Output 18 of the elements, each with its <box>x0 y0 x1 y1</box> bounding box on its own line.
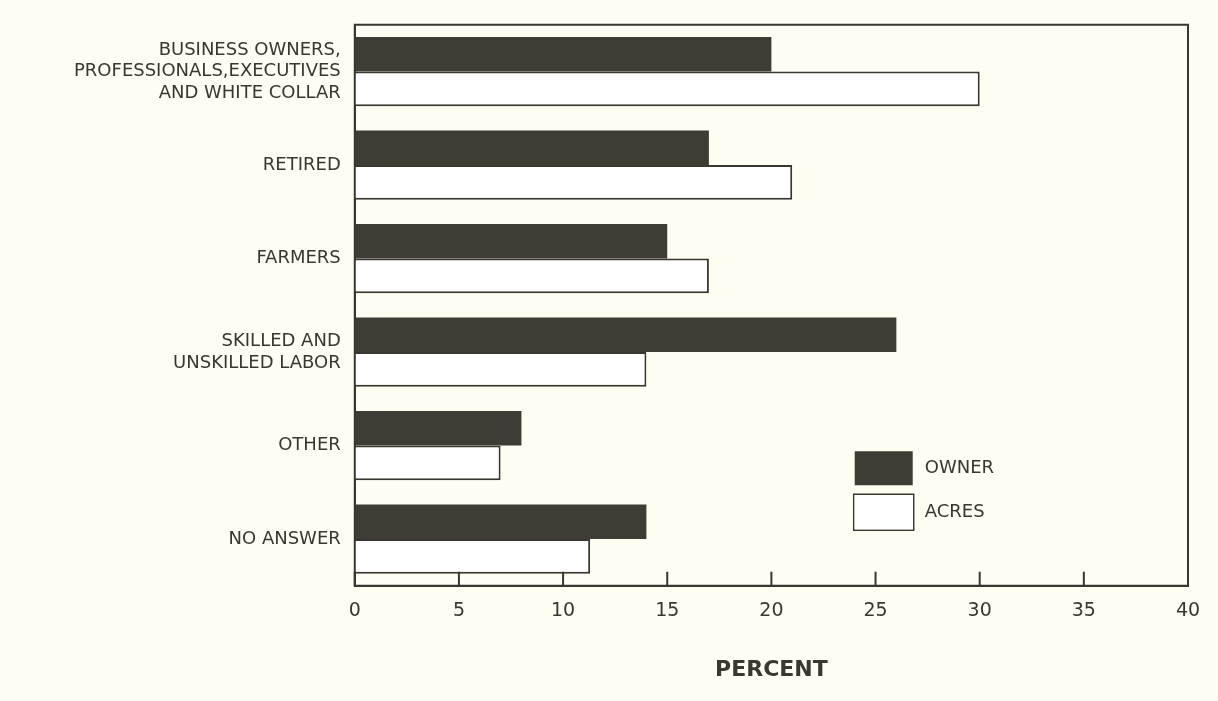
legend-label: OWNER <box>924 455 995 477</box>
x-tick-label: 10 <box>550 598 576 621</box>
legend-label: ACRES <box>924 499 985 521</box>
y-tick-label: FARMERS <box>256 246 341 268</box>
x-tick-label: 40 <box>1175 598 1201 621</box>
y-tick-label: NO ANSWER <box>228 526 341 548</box>
y-tick-label: OTHER <box>278 433 341 455</box>
x-tick-label: 0 <box>348 598 361 621</box>
x-tick-label: 35 <box>1071 598 1096 621</box>
y-tick-label: SKILLED AND UNSKILLED LABOR <box>173 328 341 372</box>
x-tick-label: 25 <box>863 598 888 621</box>
x-axis-title: PERCENT <box>715 655 828 681</box>
x-tick-label: 5 <box>452 598 465 621</box>
x-tick-label: 15 <box>655 598 680 621</box>
x-tick-label: 30 <box>967 598 992 621</box>
y-tick-label: BUSINESS OWNERS, PROFESSIONALS,EXECUTIVES AND WHITE COLLAR <box>73 37 341 102</box>
y-tick-label: RETIRED <box>262 152 341 174</box>
x-tick-label: 20 <box>759 598 784 621</box>
